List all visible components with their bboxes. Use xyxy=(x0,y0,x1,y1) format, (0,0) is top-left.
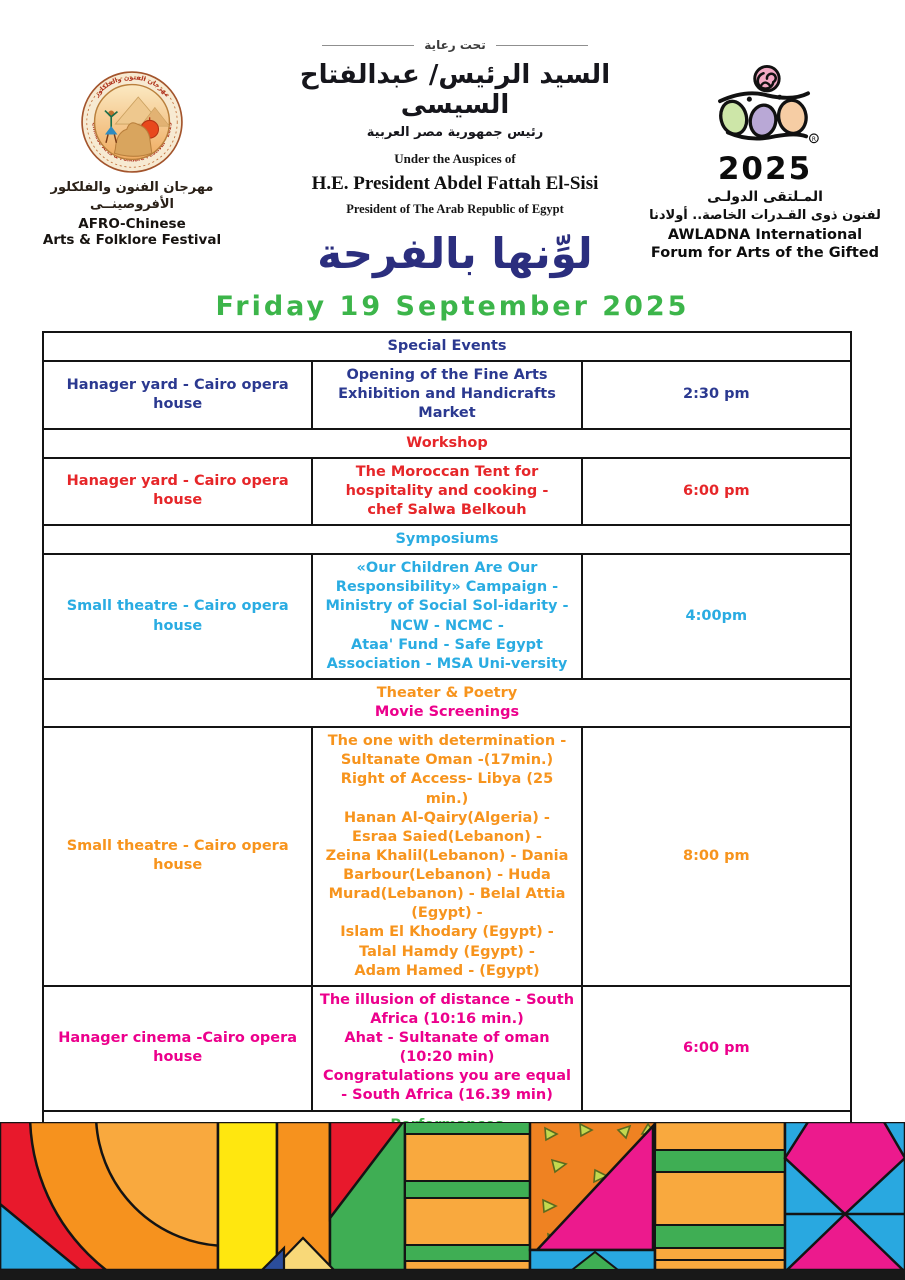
awladna-english-name: AWLADNA International Forum for Arts of … xyxy=(650,227,880,261)
left-rule xyxy=(322,44,415,46)
awladna-year: 2025 xyxy=(717,151,813,187)
president-name-english: H.E. President Abdel Fattah El-Sisi xyxy=(311,173,599,194)
section-title-workshop: Workshop xyxy=(42,427,852,459)
event-location: Hanager yard - Cairo opera house xyxy=(41,360,314,430)
event-location: Small theatre - Cairo opera house xyxy=(41,553,314,680)
event-location: Hanager yard - Cairo opera house xyxy=(41,456,314,527)
svg-text:R: R xyxy=(812,137,816,143)
patronage-block: تحت رعاية السيد الرئيس/ عبدالفتاح السيسى… xyxy=(263,38,647,278)
under-patronage-arabic: تحت رعاية xyxy=(424,38,486,52)
awladna-forum-logo: R 2025 المـلتقى الدولـى لفنون ذوى القـدر… xyxy=(642,64,888,262)
table-row: Hanager cinema -Cairo opera house The il… xyxy=(41,984,853,1112)
event-time: 4:00pm xyxy=(580,553,853,680)
section-title-symposiums: Symposiums xyxy=(42,523,852,556)
event-time: 6:00 pm xyxy=(580,984,853,1112)
under-auspices-english: Under the Auspices of xyxy=(394,151,516,166)
event-time: 2:30 pm xyxy=(580,360,853,430)
event-time: 6:00 pm xyxy=(580,456,853,527)
right-rule xyxy=(495,44,588,46)
president-title-arabic: رئيس جمهورية مصر العربية xyxy=(366,125,544,140)
page-title-date: Friday 19 September 2025 xyxy=(215,291,690,322)
section-title-theater-poetry: Theater & Poetry xyxy=(376,684,518,701)
event-location: Hanager cinema -Cairo opera house xyxy=(41,984,314,1112)
awladna-forum-arabic: المـلتقى الدولـى xyxy=(707,189,823,205)
awladna-forum-sub-arabic: لفنون ذوى القـدرات الخاصة.. أولادنا xyxy=(649,208,881,223)
section-header-row: Theater & Poetry Movie Screenings xyxy=(42,677,852,729)
president-title-english: President of The Arab Republic of Egypt xyxy=(346,202,564,216)
afro-chinese-logo-icon: مهرجان الفنون والفلكلور Chinese Arts & F… xyxy=(81,71,183,173)
section-title-movie-screenings: Movie Screenings xyxy=(374,704,520,720)
section-header-row: Workshop xyxy=(42,427,852,459)
table-row: Small theatre - Cairo opera house «Our C… xyxy=(41,553,853,680)
section-title-theater-movies: Theater & Poetry Movie Screenings xyxy=(42,677,852,729)
event-description: «Our Children Are Our Responsibility» Ca… xyxy=(311,553,583,680)
event-description: Opening of the Fine Arts Exhibition and … xyxy=(311,360,583,430)
under-patronage-row: تحت رعاية xyxy=(263,38,647,52)
awladna-logo-icon: R xyxy=(718,64,819,144)
footer-pattern xyxy=(0,1122,905,1280)
event-time: 8:00 pm xyxy=(580,726,853,987)
section-header-row: Symposiums xyxy=(42,523,852,556)
section-header-row: Special Events xyxy=(42,330,852,363)
table-row: Small theatre - Cairo opera house The on… xyxy=(41,726,853,987)
schedule-table: Special Events Hanager yard - Cairo oper… xyxy=(41,330,853,1280)
event-description: The Moroccan Tent for hospitality and co… xyxy=(311,456,583,527)
table-row: Hanager yard - Cairo opera house The Mor… xyxy=(41,456,853,527)
event-description: The one with determination - Sultanate O… xyxy=(311,726,583,987)
event-location: Small theatre - Cairo opera house xyxy=(41,726,314,987)
afro-chinese-festival-logo: مهرجان الفنون والفلكلور Chinese Arts & F… xyxy=(26,70,238,248)
festival-slogan-arabic: لوِّنها بالفرحة xyxy=(317,229,593,278)
afro-logo-arabic-name: مهرجان الفنون والفلكلور الأفروصينــى xyxy=(50,180,214,212)
event-description: The illusion of distance - South Africa … xyxy=(311,984,583,1112)
president-name-arabic: السيد الرئيس/ عبدالفتاح السيسى xyxy=(299,60,611,120)
section-title-special-events: Special Events xyxy=(42,330,852,363)
table-row: Hanager yard - Cairo opera house Opening… xyxy=(41,360,853,430)
afro-logo-english-name: AFRO-Chinese Arts & Folklore Festival xyxy=(42,215,222,248)
